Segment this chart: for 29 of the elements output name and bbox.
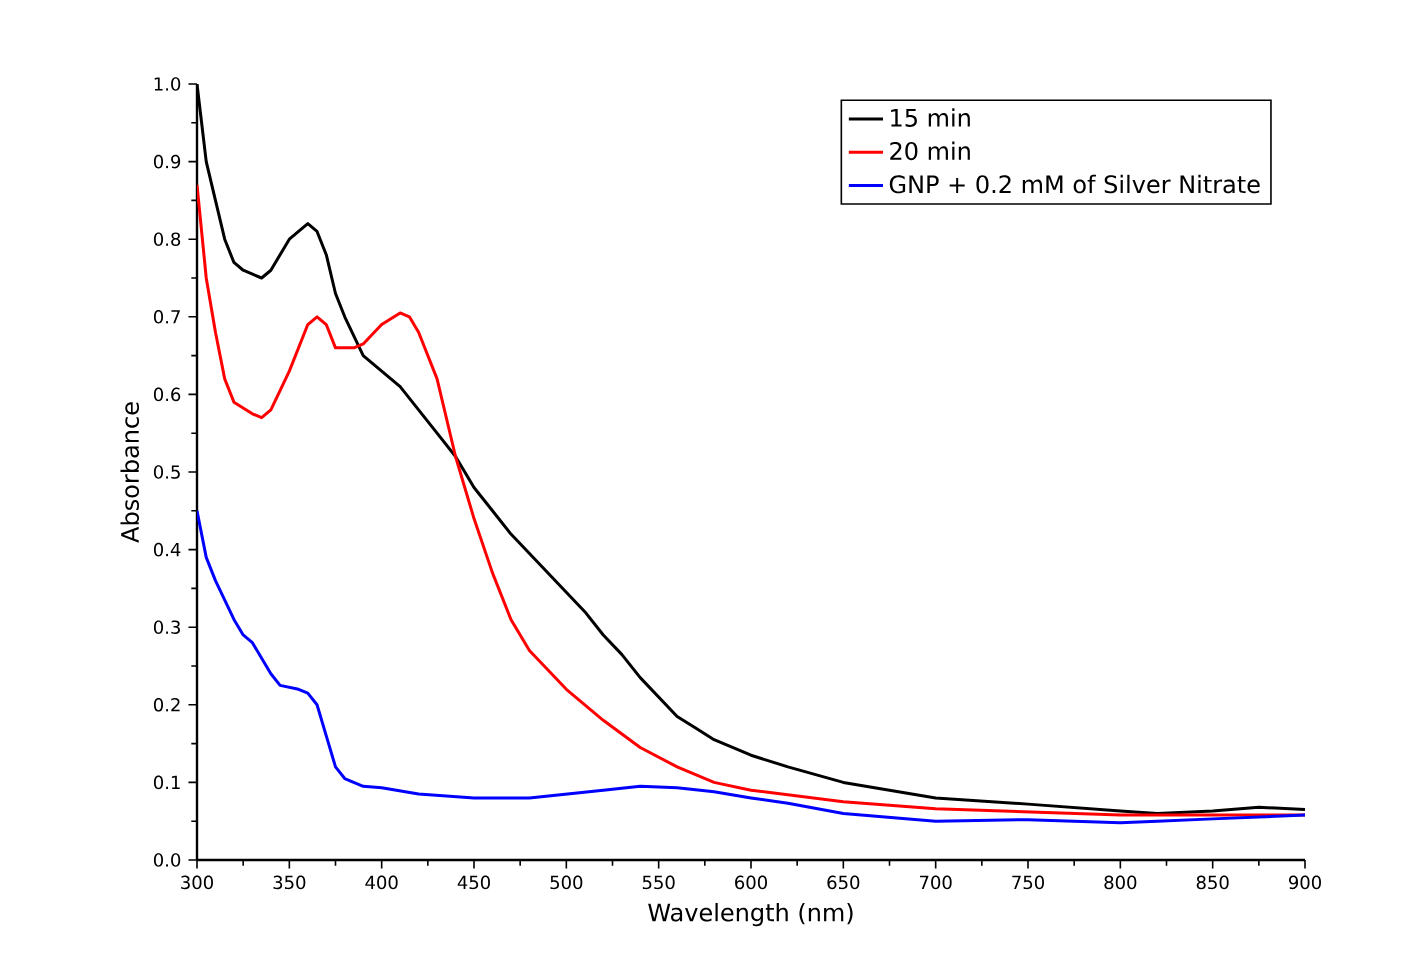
y-tick-label: 0.9 — [153, 154, 181, 169]
x-tick-label: 350 — [273, 875, 306, 890]
x-tick-label: 850 — [1196, 875, 1229, 890]
y-tick-label: 0.7 — [153, 309, 180, 324]
y-tick-label: 0.3 — [153, 620, 180, 634]
x-tick-label: 550 — [642, 875, 675, 890]
legend-label: 15 min — [891, 108, 970, 127]
x-tick-label: 500 — [550, 875, 583, 890]
x-tick-label: 650 — [827, 875, 860, 890]
x-tick-label: 600 — [735, 875, 767, 890]
legend-label: GNP + 0.2 mM of Silver Nitrate — [889, 174, 1260, 194]
x-tick-label: 400 — [365, 875, 398, 890]
y-tick-label: 0.2 — [153, 697, 180, 712]
y-tick-label: 1.0 — [154, 77, 181, 91]
x-axis-title: Wavelength (nm) — [648, 902, 853, 927]
y-tick-label: 0.1 — [153, 775, 180, 790]
y-tick-label: 0.0 — [153, 853, 181, 867]
y-tick-label: 0.5 — [153, 465, 180, 479]
y-tick-label: 0.6 — [153, 387, 181, 402]
y-tick-label: 0.8 — [153, 232, 181, 246]
x-tick-label: 450 — [457, 875, 490, 890]
y-tick-label: 0.4 — [153, 542, 181, 557]
legend-label: 20 min — [890, 141, 970, 161]
x-tick-label: 900 — [1288, 875, 1321, 890]
y-axis-title: Absorbance — [120, 402, 140, 543]
x-tick-label: 750 — [1012, 875, 1044, 890]
x-tick-label: 800 — [1104, 875, 1137, 890]
x-tick-label: 300 — [181, 875, 213, 890]
x-tick-label: 700 — [919, 875, 952, 890]
